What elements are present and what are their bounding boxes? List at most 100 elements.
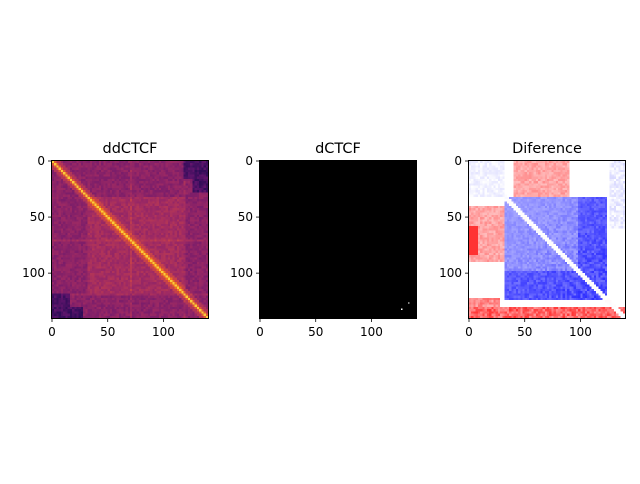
heatmap-cell bbox=[143, 262, 146, 265]
heatmap-cell bbox=[179, 291, 182, 294]
heatmap-cell bbox=[94, 314, 97, 317]
heatmap-cell bbox=[163, 289, 166, 292]
heatmap-cell bbox=[103, 222, 106, 225]
heatmap-cell bbox=[177, 275, 180, 278]
heatmap-cell bbox=[119, 269, 122, 272]
heatmap-cell bbox=[77, 296, 80, 299]
heatmap-cell bbox=[183, 197, 186, 200]
heatmap-cell bbox=[79, 314, 82, 317]
heatmap-cell bbox=[155, 271, 158, 274]
heatmap-cell bbox=[152, 251, 155, 254]
heatmap-cell bbox=[201, 240, 204, 243]
heatmap-cell bbox=[128, 201, 131, 204]
heatmap-cell bbox=[179, 307, 182, 310]
heatmap-cell bbox=[99, 222, 102, 225]
heatmap-cell bbox=[163, 165, 166, 168]
heatmap-cell bbox=[88, 213, 91, 216]
heatmap-cell bbox=[179, 253, 182, 256]
heatmap-cell bbox=[105, 273, 108, 276]
heatmap-cell bbox=[186, 300, 189, 303]
heatmap-cell bbox=[199, 291, 202, 294]
heatmap-cell bbox=[139, 282, 142, 285]
heatmap-cell bbox=[146, 217, 149, 220]
heatmap-cell bbox=[163, 300, 166, 303]
heatmap-cell bbox=[146, 168, 149, 171]
heatmap-cell bbox=[204, 309, 207, 312]
heatmap-cell bbox=[148, 309, 151, 312]
heatmap-cell bbox=[175, 237, 178, 240]
heatmap-cell bbox=[132, 296, 135, 299]
heatmap-cell bbox=[52, 237, 55, 240]
heatmap-cell bbox=[132, 242, 135, 245]
heatmap-cell bbox=[161, 291, 164, 294]
heatmap-cell bbox=[105, 305, 108, 308]
heatmap-cell bbox=[128, 309, 131, 312]
heatmap-cell bbox=[103, 197, 106, 200]
heatmap-cell bbox=[94, 206, 97, 209]
heatmap-cell bbox=[157, 255, 160, 258]
heatmap-cell bbox=[117, 181, 120, 184]
heatmap-cell bbox=[103, 287, 106, 290]
heatmap-cell bbox=[181, 224, 184, 227]
heatmap-cell bbox=[54, 264, 57, 267]
heatmap-cell bbox=[70, 208, 73, 211]
heatmap-cell bbox=[183, 300, 186, 303]
heatmap-cell bbox=[201, 255, 204, 258]
heatmap-cell bbox=[192, 293, 195, 296]
heatmap-cell bbox=[197, 298, 200, 301]
heatmap-cell bbox=[159, 195, 162, 198]
heatmap-cell bbox=[134, 253, 137, 256]
heatmap-cell bbox=[121, 235, 124, 238]
heatmap-cell bbox=[155, 204, 158, 207]
heatmap-cell bbox=[186, 195, 189, 198]
heatmap-cell bbox=[199, 217, 202, 220]
heatmap-cell bbox=[77, 275, 80, 278]
heatmap-cell bbox=[161, 280, 164, 283]
heatmap-cell bbox=[94, 278, 97, 281]
heatmap-cell bbox=[206, 314, 209, 317]
heatmap-cell bbox=[114, 199, 117, 202]
heatmap-cell bbox=[101, 293, 104, 296]
heatmap-cell bbox=[112, 177, 115, 180]
heatmap-cell bbox=[79, 248, 82, 251]
heatmap-cell bbox=[114, 219, 117, 222]
heatmap-cell bbox=[70, 291, 73, 294]
heatmap-cell bbox=[70, 271, 73, 274]
heatmap-cell bbox=[68, 273, 71, 276]
heatmap-cell bbox=[143, 298, 146, 301]
heatmap-cell bbox=[92, 181, 95, 184]
heatmap-cell bbox=[79, 262, 82, 265]
heatmap-cell bbox=[141, 307, 144, 310]
heatmap-cell bbox=[181, 253, 184, 256]
heatmap-cell bbox=[159, 163, 162, 166]
heatmap-cell bbox=[103, 264, 106, 267]
heatmap-cell bbox=[114, 278, 117, 281]
heatmap-cell bbox=[56, 311, 59, 314]
heatmap-cell bbox=[77, 231, 80, 234]
heatmap-cell bbox=[112, 231, 115, 234]
heatmap-cell bbox=[161, 165, 164, 168]
heatmap-cell bbox=[94, 293, 97, 296]
heatmap-cell bbox=[139, 244, 142, 247]
heatmap-cell bbox=[204, 284, 207, 287]
heatmap-cell bbox=[83, 179, 86, 182]
heatmap-cell bbox=[170, 311, 173, 314]
heatmap-cell bbox=[90, 179, 93, 182]
heatmap-cell bbox=[152, 192, 155, 195]
heatmap-cell bbox=[143, 219, 146, 222]
heatmap-cell bbox=[110, 217, 113, 220]
heatmap-cell bbox=[143, 192, 146, 195]
heatmap-cell bbox=[300, 161, 303, 164]
heatmap-cell bbox=[114, 269, 117, 272]
heatmap-cell bbox=[148, 257, 151, 260]
heatmap-cell bbox=[128, 168, 131, 171]
heatmap-cell bbox=[172, 226, 175, 229]
heatmap-cell bbox=[155, 161, 158, 164]
heatmap-cell bbox=[105, 170, 108, 173]
heatmap-cell bbox=[101, 174, 104, 177]
heatmap-cell bbox=[137, 280, 140, 283]
heatmap-cell bbox=[90, 262, 93, 265]
heatmap-cell bbox=[157, 284, 160, 287]
heatmap-cell bbox=[56, 174, 59, 177]
